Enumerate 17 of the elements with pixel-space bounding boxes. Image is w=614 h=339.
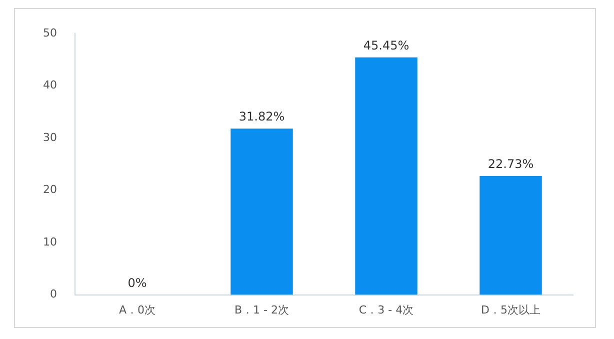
y-tick-label: 50 [42,26,57,40]
x-tick-label: B．1 - 2次 [234,303,290,316]
data-label: 45.45% [363,38,410,52]
bar [480,176,542,295]
bar [230,128,293,295]
x-tick-label: C．3 - 4次 [358,303,414,316]
bar [355,57,418,295]
data-label: 0% [128,276,147,290]
y-tick-label: 20 [42,183,57,196]
x-tick-label: A．0次 [118,303,156,316]
y-tick-label: 30 [42,130,57,144]
data-label: 31.82% [238,110,285,124]
y-tick-label: 10 [42,235,57,248]
x-tick-label: D．5次以上 [481,303,540,316]
y-tick-label: 0 [50,288,57,301]
data-label: 22.73% [488,157,534,172]
y-tick-label: 40 [42,78,57,92]
